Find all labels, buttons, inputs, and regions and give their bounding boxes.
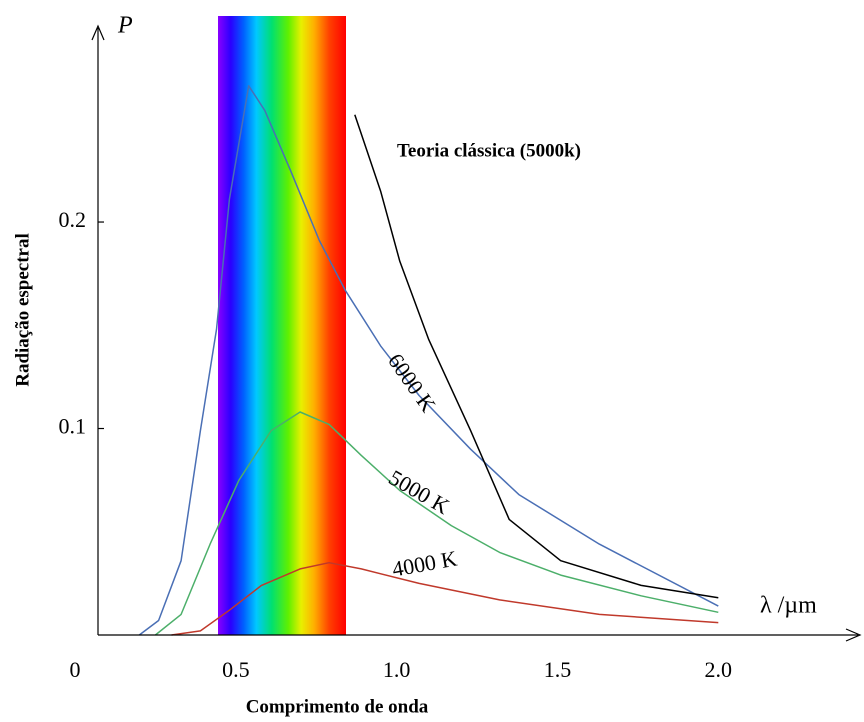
x-axis-title: Comprimento de onda [246, 696, 429, 717]
x-axis-symbol: λ /µm [760, 593, 817, 619]
series-line [354, 114, 719, 599]
x-tick-label: 0 [70, 657, 81, 682]
x-tick-label: 1.5 [544, 657, 572, 682]
series-label: 6000 K [383, 349, 441, 417]
series-label: 4000 K [390, 546, 459, 582]
x-tick-label: 2.0 [705, 657, 733, 682]
y-tick-label: 0.2 [59, 207, 87, 232]
series-label: 5000 K [385, 465, 454, 519]
y-axis-arrow [91, 24, 105, 41]
x-tick-label: 0.5 [222, 657, 250, 682]
visible-spectrum [218, 16, 346, 635]
series-line [171, 561, 719, 636]
y-axis-symbol: P [117, 13, 133, 39]
x-tick-label: 1.0 [383, 657, 411, 682]
y-axis-title: Radiação espectral [12, 233, 33, 387]
series-line [138, 85, 719, 636]
plot-area [138, 85, 719, 636]
y-tick-label: 0.1 [59, 414, 87, 439]
series-line [154, 411, 719, 636]
x-axis-arrow [845, 628, 862, 642]
series-label: Teoria clássica (5000k) [397, 140, 581, 161]
